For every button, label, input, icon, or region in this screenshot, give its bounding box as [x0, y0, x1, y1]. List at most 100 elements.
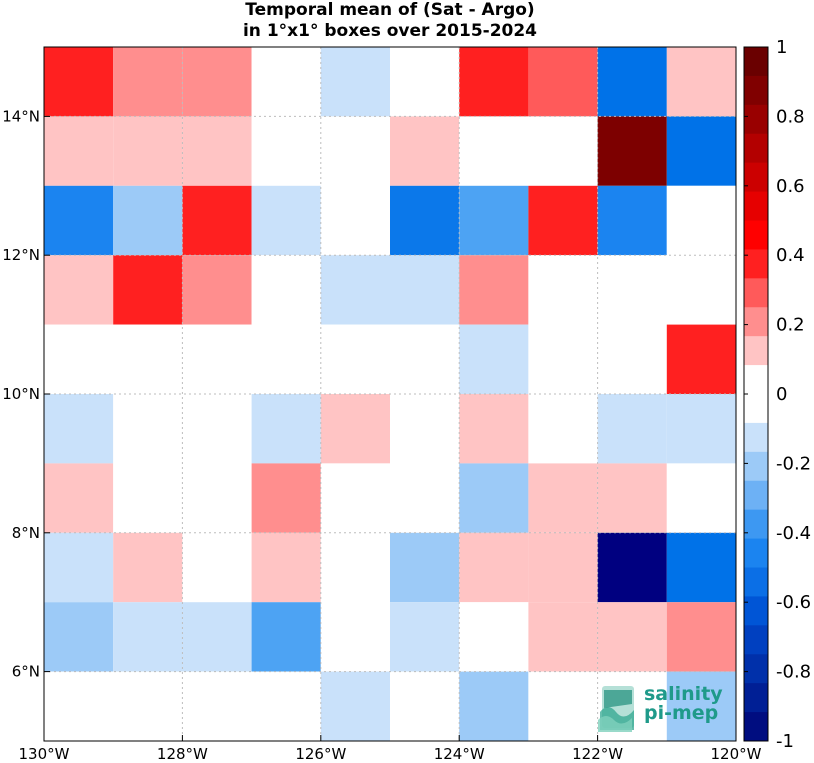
heatmap-cell — [597, 602, 667, 672]
heatmap-cell — [113, 47, 183, 117]
logo-text-salinity: salinity — [644, 683, 723, 705]
colorbar-segment — [744, 654, 768, 684]
heatmap-cell — [666, 394, 736, 464]
heatmap-cell — [182, 394, 252, 464]
x-tick-label: 120°W — [711, 745, 762, 763]
x-axis-ticks: 130°W 128°W 126°W 124°W 122°W 120°W — [19, 735, 762, 763]
heatmap-cell — [182, 602, 252, 672]
heatmap-cell — [182, 47, 252, 117]
heatmap-cell — [666, 463, 736, 533]
heatmap-cell — [528, 463, 598, 533]
heatmap-cell — [320, 116, 390, 186]
colorbar-segment — [744, 625, 768, 655]
colorbar-tick-label: 0.6 — [776, 176, 805, 197]
heatmap-cell — [320, 671, 390, 741]
heatmap-cell — [44, 324, 114, 394]
heatmap-cell — [113, 532, 183, 603]
heatmap-cell — [44, 185, 114, 256]
colorbar-segment — [744, 394, 768, 424]
colorbar: 1 0.8 0.6 0.4 0.2 0 -0.2 -0.4 -0.6 -0.8 -1 — [743, 37, 811, 752]
x-tick-label: 124°W — [434, 745, 485, 763]
heatmap-cell — [320, 463, 390, 533]
colorbar-segment — [744, 162, 768, 193]
colorbar-tick-label: 0.2 — [776, 315, 805, 336]
heatmap-cell — [528, 394, 598, 464]
heatmap-cell — [182, 463, 252, 533]
heatmap-cell — [459, 255, 529, 325]
heatmap-cell — [597, 532, 667, 603]
y-tick-label: 8°N — [12, 524, 40, 542]
colorbar-segment — [744, 509, 768, 540]
heatmap-cell — [459, 116, 529, 186]
x-tick-label: 130°W — [19, 745, 70, 763]
heatmap-cell — [251, 185, 321, 256]
heatmap-cell — [597, 255, 667, 325]
heatmap-cell — [113, 463, 183, 533]
colorbar-segment — [744, 133, 768, 164]
heatmap-cell — [113, 602, 183, 672]
heatmap-cell — [182, 116, 252, 186]
heatmap-cell — [597, 116, 667, 186]
colorbar-segment — [744, 191, 768, 221]
x-tick-label: 126°W — [295, 745, 346, 763]
heatmap-cell — [320, 602, 390, 672]
chart-title: Temporal mean of (Sat - Argo) — [245, 0, 535, 20]
heatmap-cell — [113, 671, 183, 741]
heatmap-cell — [597, 185, 667, 256]
heatmap-cell — [459, 47, 529, 117]
heatmap-cell — [459, 532, 529, 603]
colorbar-segment — [744, 336, 768, 366]
y-tick-label: 14°N — [2, 107, 40, 125]
colorbar-tick-label: 0 — [776, 384, 787, 405]
x-tick-label: 122°W — [572, 745, 623, 763]
heatmap-cell — [666, 671, 736, 741]
colorbar-segment — [744, 365, 768, 395]
heatmap-cell — [251, 602, 321, 672]
logo-waves-icon — [598, 686, 634, 732]
heatmap-cell — [528, 324, 598, 394]
colorbar-segment — [744, 683, 768, 713]
heatmap-cell — [44, 116, 114, 186]
colorbar-tick-label: 1 — [776, 37, 787, 58]
heatmap-cell — [182, 671, 252, 741]
heatmap-cell — [666, 532, 736, 603]
heatmap-cell — [320, 532, 390, 603]
heatmap-cell — [390, 463, 460, 533]
heatmap-cell — [251, 671, 321, 741]
colorbar-segment — [744, 538, 768, 568]
heatmap-cell — [113, 255, 183, 325]
colorbar-segment — [744, 278, 768, 308]
colorbar-segment — [744, 104, 768, 135]
heatmap-cell — [597, 463, 667, 533]
x-tick-label: 128°W — [157, 745, 208, 763]
logo-text-pi-mep: pi-mep — [644, 702, 719, 724]
colorbar-segment — [744, 480, 768, 511]
heatmap-cell — [44, 671, 114, 741]
heatmap-cell — [44, 532, 114, 603]
colorbar-segment — [744, 596, 768, 626]
y-tick-label: 6°N — [12, 663, 40, 681]
heatmap-cell — [459, 394, 529, 464]
heatmap-cell — [390, 671, 460, 741]
heatmap-cell — [666, 116, 736, 186]
heatmap-cell — [44, 394, 114, 464]
heatmap-cell — [459, 602, 529, 672]
heatmap-cell — [528, 47, 598, 117]
y-tick-label: 12°N — [2, 246, 40, 264]
colorbar-segment — [744, 75, 768, 106]
heatmap-cell — [390, 185, 460, 256]
chart-subtitle: in 1°x1° boxes over 2015-2024 — [242, 21, 538, 41]
heatmap-cell — [597, 324, 667, 394]
heatmap-cell — [251, 255, 321, 325]
colorbar-tick-label: 0.4 — [776, 245, 805, 266]
heatmap-cell — [320, 47, 390, 117]
heatmap-cell — [113, 116, 183, 186]
heatmap-cell — [390, 255, 460, 325]
heatmap-cell — [390, 324, 460, 394]
heatmap-cell — [251, 463, 321, 533]
heatmap-cell — [251, 532, 321, 603]
y-tick-label: 10°N — [2, 385, 40, 403]
heatmap-cell — [528, 116, 598, 186]
heatmap-cell — [251, 394, 321, 464]
